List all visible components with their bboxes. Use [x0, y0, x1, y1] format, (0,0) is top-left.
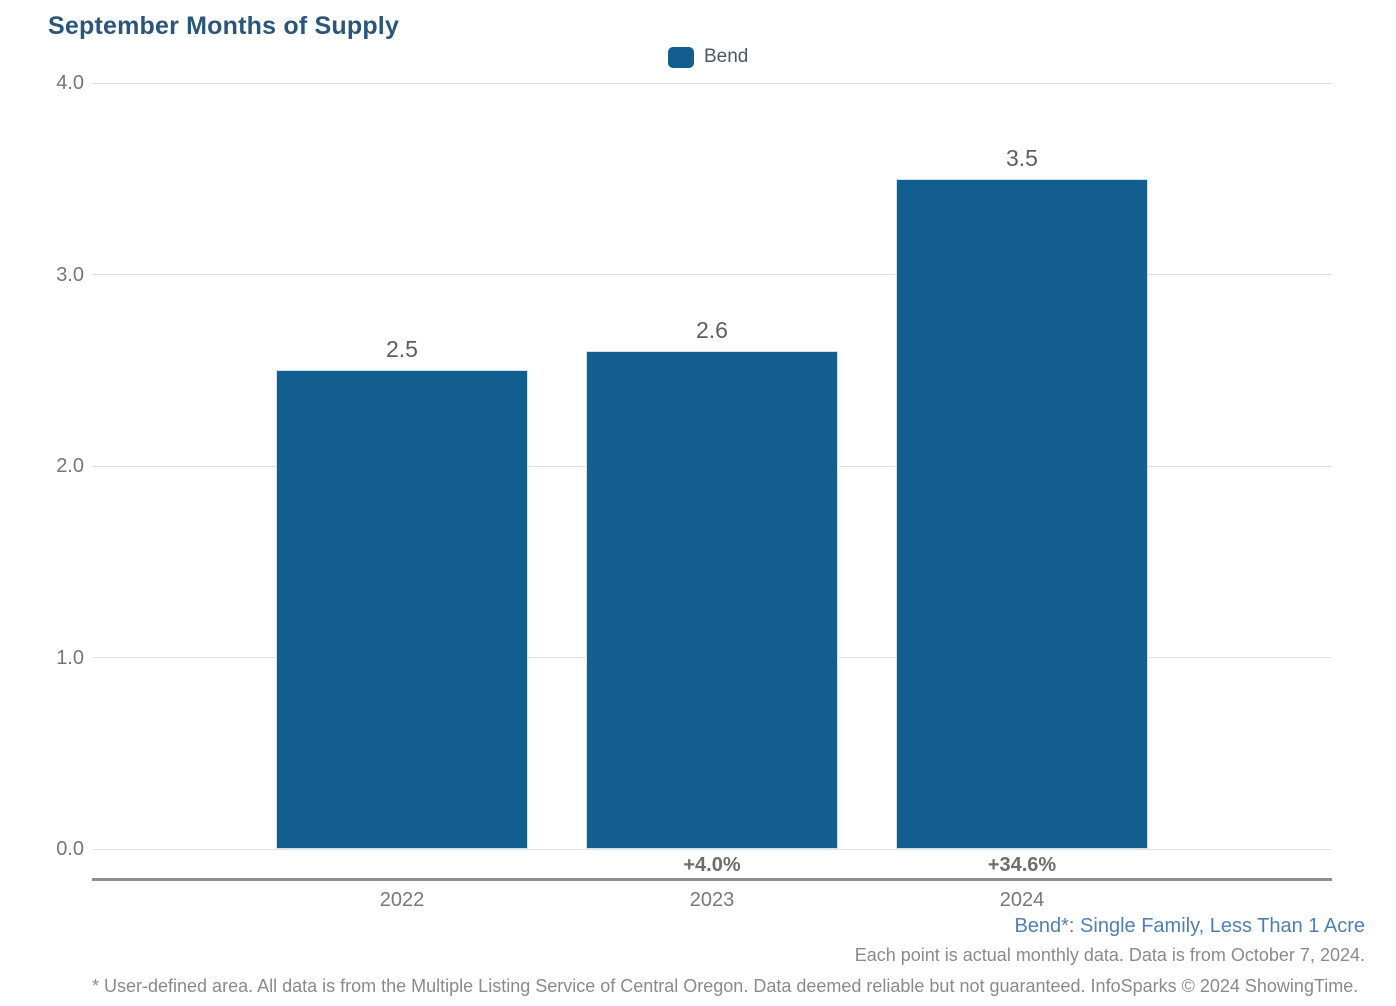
legend-label: Bend [704, 46, 749, 67]
gridline-0.0 [92, 848, 1332, 850]
bar-2023[interactable] [586, 351, 838, 849]
y-axis-tick-label-3.0: 3.0 [56, 263, 84, 286]
bar-2024[interactable] [896, 178, 1148, 849]
bar-value-label-2024: 3.5 [1006, 144, 1038, 171]
x-axis-label-2023: 2023 [689, 889, 735, 911]
y-axis-tick-label-2.0: 2.0 [56, 455, 84, 477]
legend-item-bend[interactable]: Bend [668, 46, 748, 68]
bar-2022[interactable] [276, 370, 528, 849]
gridline-4.0 [92, 82, 1332, 84]
pct-change-label-2023: +4.0% [683, 854, 741, 876]
bar-value-label-2023: 2.6 [696, 317, 728, 344]
footnote-data-note: Each point is actual monthly data. Data … [854, 945, 1365, 965]
y-axis-tick-label-4.0: 4.0 [56, 72, 84, 94]
x-axis-label-2022: 2022 [379, 889, 425, 911]
y-axis-tick-label-0.0: 0.0 [56, 838, 84, 860]
bar-value-label-2022: 2.5 [386, 336, 418, 363]
footnote-series-definition: Bend*: Single Family, Less Than 1 Acre [1014, 915, 1365, 937]
x-axis-line [92, 878, 1332, 881]
y-axis-tick-label-1.0: 1.0 [56, 646, 84, 669]
legend-swatch-icon [668, 46, 694, 68]
x-axis-label-2024: 2024 [999, 889, 1045, 911]
pct-change-label-2024: +34.6% [987, 854, 1057, 876]
chart-title: September Months of Supply [48, 12, 400, 40]
gridline-3.0 [92, 274, 1332, 275]
footnote-disclaimer: * User-defined area. All data is from th… [92, 976, 1359, 996]
